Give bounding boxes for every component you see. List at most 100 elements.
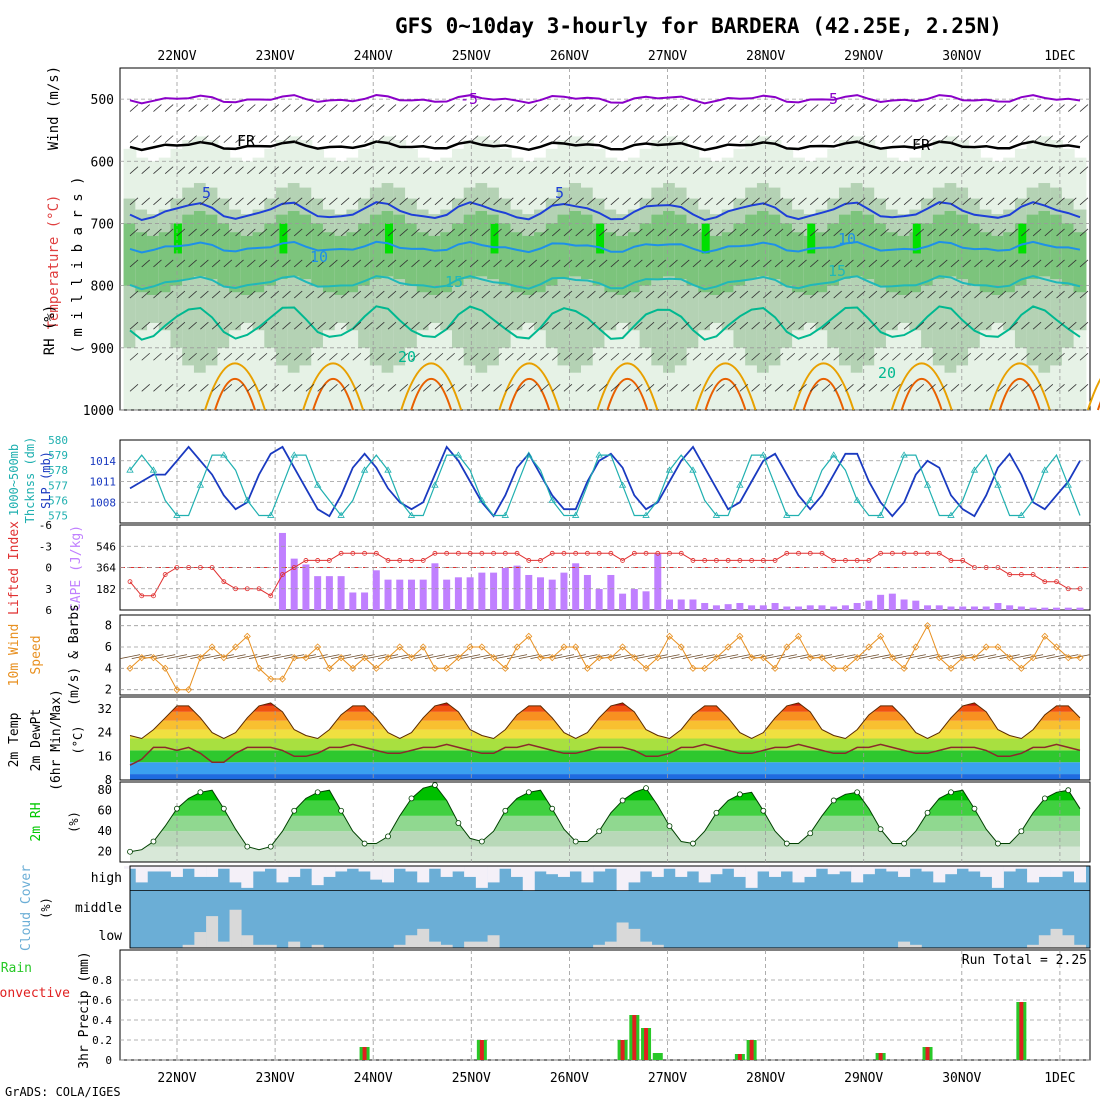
wind-barb bbox=[399, 135, 409, 143]
wind-barb bbox=[587, 135, 596, 143]
wind-speed-marker bbox=[724, 643, 732, 651]
cloud-level-label: middle bbox=[75, 901, 122, 916]
wind-barb bbox=[915, 384, 925, 392]
rh-marker bbox=[455, 820, 462, 826]
wind-barb bbox=[680, 135, 690, 143]
wind-barb bbox=[962, 290, 971, 299]
wind-barb bbox=[540, 321, 549, 330]
wind-barb bbox=[598, 259, 608, 268]
rh-shade-dark bbox=[405, 223, 418, 286]
wind-barb bbox=[985, 166, 995, 175]
thickness-marker bbox=[454, 451, 463, 458]
wind-barb bbox=[950, 321, 960, 330]
precip-conv-bar bbox=[878, 1053, 883, 1060]
wind-barb bbox=[1021, 384, 1030, 392]
rh-shade-dark bbox=[968, 223, 981, 286]
wind-barb bbox=[188, 352, 197, 361]
wind-barb bbox=[247, 135, 256, 143]
wind-barb bbox=[868, 104, 878, 112]
wind-barb bbox=[293, 135, 303, 143]
surface-wind-barb bbox=[436, 654, 457, 660]
surface-wind-barb bbox=[987, 654, 1008, 660]
rh-shade-dark bbox=[545, 223, 559, 286]
wind-barb bbox=[528, 166, 538, 175]
wind-barb bbox=[247, 321, 256, 330]
rh-marker bbox=[1018, 828, 1025, 835]
wind-barb bbox=[446, 197, 455, 206]
cape-bar bbox=[982, 606, 990, 610]
contour-25 bbox=[988, 362, 1051, 411]
thickness-ytick: 580 bbox=[48, 434, 68, 447]
rh-marker bbox=[995, 840, 1001, 847]
rh-shade-bright bbox=[701, 223, 710, 254]
wind-barb bbox=[751, 197, 760, 206]
wind-barb bbox=[317, 384, 326, 392]
temp-band bbox=[130, 729, 1080, 739]
surface-wind-barb bbox=[119, 654, 141, 660]
date-label-bottom: 28NOV bbox=[746, 1071, 785, 1086]
thickness-marker bbox=[337, 511, 345, 518]
cloud-low-bar bbox=[1027, 944, 1040, 948]
temp-band bbox=[130, 750, 1080, 763]
thickness-marker bbox=[947, 511, 955, 518]
wind-ytick: 4 bbox=[105, 661, 112, 675]
cloud-high-bar bbox=[640, 866, 653, 872]
wind-barb bbox=[352, 166, 362, 175]
wind-barb bbox=[411, 321, 420, 330]
wind-barb bbox=[563, 259, 573, 268]
wind-barb bbox=[282, 104, 291, 112]
thickness-marker bbox=[736, 481, 744, 488]
wind-barb bbox=[164, 384, 174, 392]
surface-wind-barb bbox=[905, 654, 926, 660]
wind-barb bbox=[176, 166, 186, 175]
wind-barb bbox=[680, 197, 690, 206]
wind-barb bbox=[704, 384, 713, 392]
wind-barb bbox=[892, 352, 901, 361]
wind-barb bbox=[293, 259, 303, 268]
cloud-high-bar bbox=[757, 866, 770, 872]
thickness-marker bbox=[220, 451, 228, 458]
precip-legend-conv: Convective bbox=[0, 986, 70, 1001]
cape-bar bbox=[630, 588, 638, 610]
wind-barb bbox=[188, 259, 197, 268]
surface-wind-barb bbox=[952, 654, 973, 660]
cloud-high-bar bbox=[253, 866, 266, 872]
wind-barb bbox=[516, 290, 526, 299]
wind-barb bbox=[235, 290, 244, 299]
wind-speed-marker bbox=[853, 654, 861, 662]
cloud-low-bar bbox=[1038, 935, 1051, 948]
rh-shade-dark bbox=[921, 223, 934, 286]
wind-speed-marker bbox=[525, 632, 533, 640]
cape-bar bbox=[1064, 607, 1072, 610]
rh-marker bbox=[174, 805, 180, 812]
thickness-marker bbox=[571, 511, 580, 518]
wind-barb bbox=[329, 104, 338, 112]
surface-wind-barb bbox=[319, 654, 340, 660]
cloud-high-bar bbox=[956, 866, 969, 869]
wind-barb bbox=[938, 259, 948, 268]
rh-ytick: 80 bbox=[98, 783, 112, 797]
cloud-high-bar bbox=[382, 866, 395, 883]
wind-barb bbox=[622, 352, 631, 361]
wind-barb bbox=[340, 135, 350, 143]
wind-barb bbox=[305, 228, 315, 237]
wind-barb bbox=[505, 259, 514, 268]
rh-marker bbox=[877, 826, 884, 833]
wind-barb bbox=[422, 321, 432, 330]
rh-shade-dark bbox=[1038, 211, 1052, 277]
wind-speed-marker bbox=[431, 664, 439, 672]
precip-ylabel: 3hr Precip (mm) bbox=[77, 951, 92, 1068]
wind-barb bbox=[587, 352, 596, 361]
li-marker bbox=[714, 558, 719, 563]
wind-barb bbox=[845, 259, 854, 268]
cape-bar bbox=[583, 574, 591, 610]
wind-barb bbox=[927, 135, 936, 143]
wind-barb bbox=[657, 352, 667, 361]
wind-speed-marker bbox=[138, 654, 146, 662]
cape-bar bbox=[548, 579, 556, 610]
wind-barb bbox=[950, 104, 960, 112]
li-marker bbox=[843, 558, 848, 563]
wind-barb bbox=[376, 384, 385, 392]
temp-ytick: 32 bbox=[98, 702, 112, 716]
wind-barb bbox=[1056, 259, 1065, 268]
